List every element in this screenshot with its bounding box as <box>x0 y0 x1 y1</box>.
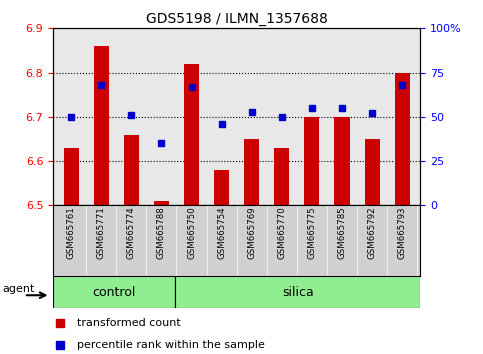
Bar <box>395 73 410 205</box>
Bar <box>94 46 109 205</box>
Text: GSM665793: GSM665793 <box>398 207 407 259</box>
Text: control: control <box>93 286 136 298</box>
Text: GSM665761: GSM665761 <box>67 207 76 259</box>
Text: GSM665792: GSM665792 <box>368 207 377 259</box>
Bar <box>124 135 139 205</box>
Bar <box>184 64 199 205</box>
Bar <box>175 276 420 308</box>
Text: GSM665788: GSM665788 <box>157 207 166 259</box>
Bar <box>53 276 175 308</box>
Text: GSM665750: GSM665750 <box>187 207 196 259</box>
Text: GSM665774: GSM665774 <box>127 207 136 259</box>
Bar <box>365 139 380 205</box>
Bar <box>154 201 169 205</box>
Bar <box>244 139 259 205</box>
Bar <box>304 117 319 205</box>
Bar <box>334 117 350 205</box>
Text: GSM665769: GSM665769 <box>247 207 256 259</box>
Text: GSM665771: GSM665771 <box>97 207 106 259</box>
Text: silica: silica <box>282 286 314 298</box>
Text: GSM665785: GSM665785 <box>338 207 346 259</box>
Bar <box>64 148 79 205</box>
Bar <box>214 170 229 205</box>
Text: percentile rank within the sample: percentile rank within the sample <box>77 339 265 350</box>
Text: GSM665775: GSM665775 <box>307 207 316 259</box>
Text: GSM665770: GSM665770 <box>277 207 286 259</box>
Text: agent: agent <box>3 284 35 294</box>
Title: GDS5198 / ILMN_1357688: GDS5198 / ILMN_1357688 <box>146 12 327 26</box>
Bar <box>274 148 289 205</box>
Text: transformed count: transformed count <box>77 318 181 329</box>
Text: GSM665754: GSM665754 <box>217 207 226 259</box>
